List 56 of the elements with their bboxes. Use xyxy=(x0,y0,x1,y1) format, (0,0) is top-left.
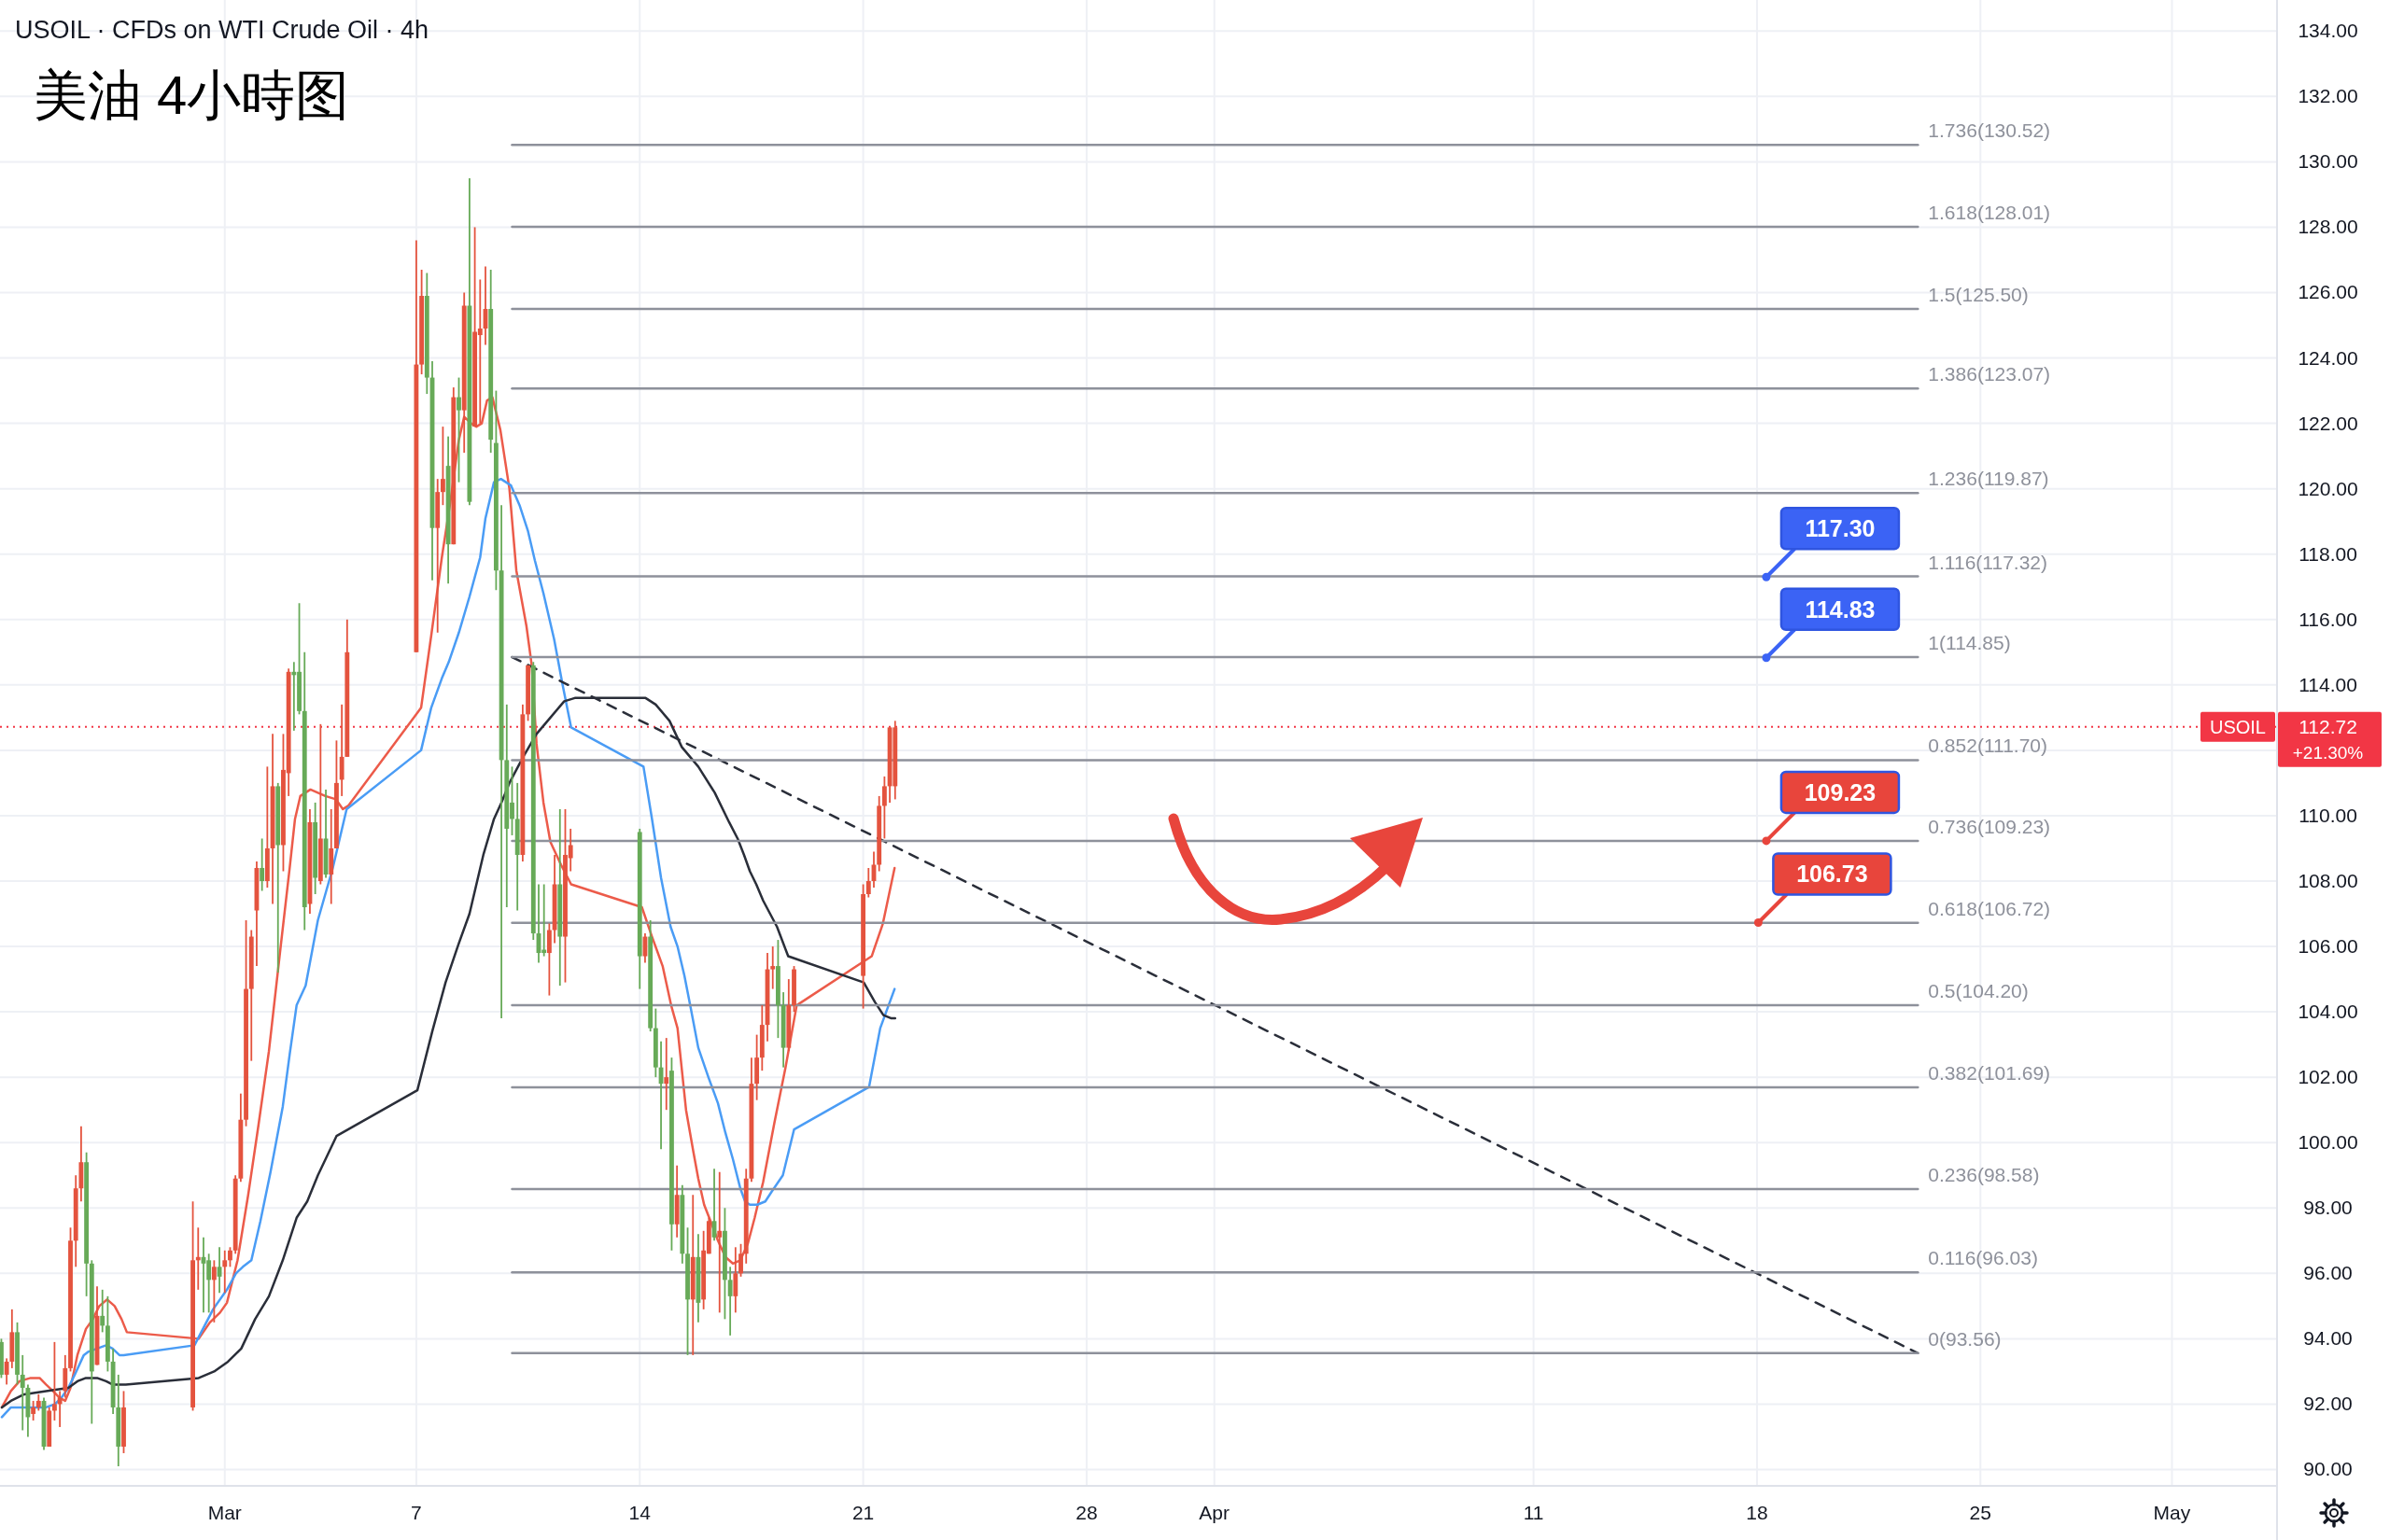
series-label: 1(114.85) xyxy=(1928,632,2011,654)
y-tick-label: 110.00 xyxy=(2299,804,2357,826)
y-tick-label: 118.00 xyxy=(2299,542,2357,565)
axis-note: 112.72 xyxy=(2299,715,2357,737)
series-label: 1.116(117.32) xyxy=(1928,551,2047,573)
x-tick-label: 11 xyxy=(1523,1502,1544,1523)
y-tick-label: 96.00 xyxy=(2303,1262,2353,1284)
x-tick-label: Apr xyxy=(1199,1502,1230,1523)
y-tick-label: 126.00 xyxy=(2298,281,2358,303)
value-label: 117.30 xyxy=(1805,515,1876,542)
x-tick-label: 28 xyxy=(1076,1502,1098,1523)
x-tick-label: 7 xyxy=(411,1502,422,1523)
y-tick-label: 102.00 xyxy=(2298,1066,2358,1088)
y-tick-label: 108.00 xyxy=(2298,870,2358,891)
y-tick-label: 130.00 xyxy=(2298,150,2358,173)
y-tick-label: 98.00 xyxy=(2303,1197,2353,1219)
x-tick-label: 18 xyxy=(1746,1502,1768,1523)
y-tick-label: 90.00 xyxy=(2303,1458,2353,1480)
x-tick-label: 21 xyxy=(851,1502,875,1523)
axis-note: +21.30% xyxy=(2292,742,2364,763)
y-tick-label: 120.00 xyxy=(2298,477,2358,499)
series-label: 0.5(104.20) xyxy=(1928,980,2029,1002)
y-tick-label: 104.00 xyxy=(2298,1001,2358,1023)
y-tick-label: 132.00 xyxy=(2298,85,2358,107)
y-tick-label: 94.00 xyxy=(2303,1327,2353,1350)
series-label: 0.852(111.70) xyxy=(1928,735,2047,757)
x-tick-label: Mar xyxy=(207,1502,242,1523)
series-label: 1.236(119.87) xyxy=(1928,468,2049,490)
series-label: 0.618(106.72) xyxy=(1928,897,2051,919)
title: USOIL · CFDs on WTI Crude Oil · 4h xyxy=(15,16,429,44)
value-label: 106.73 xyxy=(1796,861,1868,888)
series-label: 1.736(130.52) xyxy=(1928,119,2051,142)
x-tick-label: 25 xyxy=(1969,1502,1991,1523)
series-label: 0.736(109.23) xyxy=(1928,815,2051,837)
y-tick-label: 116.00 xyxy=(2299,608,2357,630)
y-tick-label: 92.00 xyxy=(2303,1393,2353,1415)
x-tick-label: 14 xyxy=(628,1502,651,1523)
y-tick-label: 122.00 xyxy=(2298,412,2358,434)
series-label: 0.382(101.69) xyxy=(1928,1062,2051,1084)
subtitle: 美油 4小時图 xyxy=(34,64,350,125)
series-label: 0.116(96.03) xyxy=(1928,1247,2038,1269)
series-label: 1.618(128.01) xyxy=(1928,202,2051,224)
series-label: 0(93.56) xyxy=(1928,1327,2002,1350)
series-label: 1.386(123.07) xyxy=(1928,363,2051,385)
y-tick-label: 114.00 xyxy=(2299,673,2357,695)
value-label: 114.83 xyxy=(1805,595,1876,623)
x-tick-label: May xyxy=(2153,1502,2191,1523)
y-tick-label: 100.00 xyxy=(2298,1131,2358,1154)
series-label: 0.236(98.58) xyxy=(1928,1163,2040,1185)
series-label: 1.5(125.50) xyxy=(1928,284,2029,305)
value-label: 109.23 xyxy=(1804,778,1877,805)
y-tick-label: 128.00 xyxy=(2298,216,2358,238)
ref-line-label: USOIL xyxy=(2209,716,2266,737)
y-tick-label: 124.00 xyxy=(2298,346,2358,369)
y-tick-label: 134.00 xyxy=(2298,20,2358,42)
y-tick-label: 106.00 xyxy=(2298,935,2358,958)
